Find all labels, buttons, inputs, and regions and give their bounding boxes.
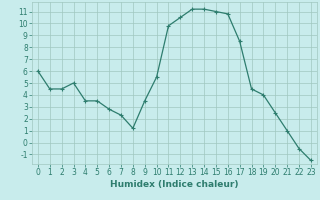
X-axis label: Humidex (Indice chaleur): Humidex (Indice chaleur) [110,180,239,189]
